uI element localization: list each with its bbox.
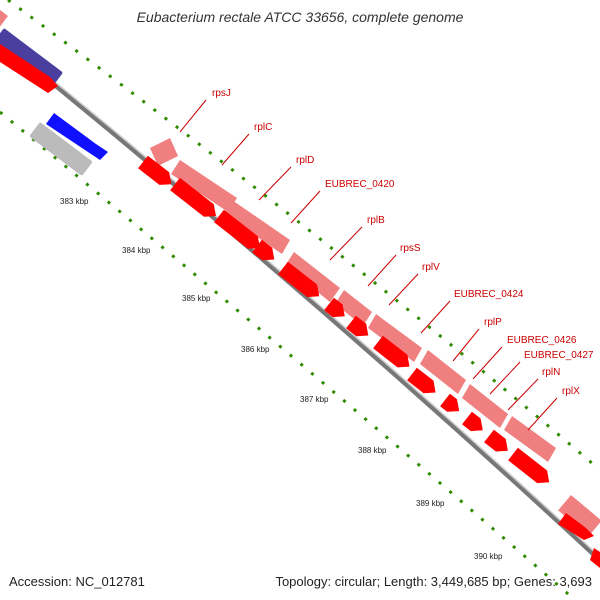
cds-arrow[interactable]	[508, 447, 550, 484]
gene-leader-line	[507, 378, 539, 411]
gene-label[interactable]: EUBREC_0424	[454, 289, 524, 300]
gene-bar[interactable]	[462, 384, 508, 428]
gene-leader-line	[179, 99, 207, 133]
cds-arrow[interactable]	[462, 411, 483, 432]
cds-arrow[interactable]	[440, 393, 460, 412]
gene-label[interactable]: rpsS	[400, 243, 421, 254]
gc-dotted-track-inner	[0, 110, 576, 600]
cds-arrow[interactable]	[484, 429, 508, 452]
gene-leader-line	[489, 361, 521, 395]
ruler-tick-label: 385 kbp	[182, 294, 211, 303]
cds-arrow[interactable]	[278, 261, 320, 298]
gene-bar[interactable]	[420, 350, 466, 394]
gene-label[interactable]: rplV	[422, 262, 440, 273]
gene-leader-line	[420, 300, 451, 334]
gene-leader-line	[472, 346, 503, 380]
cds-arrow-bottom-right[interactable]	[558, 513, 594, 540]
gene-label[interactable]: rplP	[484, 317, 502, 328]
cds-arrow-blue[interactable]	[46, 113, 108, 160]
ruler-tick-label: 390 kbp	[474, 552, 503, 561]
gene-leader-line	[388, 273, 419, 306]
cds-arrow-corner[interactable]	[590, 548, 600, 568]
cds-track	[138, 155, 550, 484]
gene-feature-gray[interactable]	[29, 122, 93, 176]
gene-label[interactable]: rplC	[254, 122, 272, 133]
ruler-tick-label: 387 kbp	[300, 395, 329, 404]
ruler-tick-label: 388 kbp	[358, 446, 387, 455]
position-ruler: 383 kbp 384 kbp 385 kbp 386 kbp 387 kbp 388 k…	[60, 197, 503, 561]
gene-bar[interactable]	[150, 138, 178, 166]
gene-label[interactable]: rplB	[367, 215, 385, 226]
gene-bar[interactable]	[285, 252, 340, 302]
gene-label[interactable]: EUBREC_0420	[325, 179, 395, 190]
cds-arrow[interactable]	[373, 335, 410, 368]
gene-feature-dark[interactable]	[0, 28, 63, 89]
cds-arrow[interactable]	[138, 155, 172, 185]
cds-arrow[interactable]	[407, 367, 436, 394]
gene-leader-line	[367, 254, 397, 287]
ruler-tick-label: 389 kbp	[416, 499, 445, 508]
accession-label: Accession: NC_012781	[9, 574, 145, 589]
gene-label[interactable]: rpsJ	[212, 88, 231, 99]
gene-leader-line	[329, 226, 363, 261]
genome-backbone	[0, 38, 600, 562]
gene-label[interactable]: EUBREC_0426	[507, 335, 577, 346]
ruler-tick-label: 384 kbp	[122, 246, 151, 255]
ruler-tick-label: 383 kbp	[60, 197, 89, 206]
gene-bar[interactable]	[335, 290, 372, 326]
cds-arrow[interactable]	[214, 209, 260, 249]
gene-leader-line	[258, 166, 292, 201]
gene-feature-pink-top[interactable]	[0, 3, 8, 28]
gene-feature-pink-bottom[interactable]	[558, 494, 600, 537]
gene-bar[interactable]	[171, 160, 237, 212]
cds-arrow[interactable]	[324, 297, 345, 318]
cds-arrow[interactable]	[170, 177, 216, 217]
gene-bar[interactable]	[224, 200, 290, 254]
genome-title: Eubacterium rectale ATCC 33656, complete…	[136, 9, 464, 25]
cds-arrow[interactable]	[346, 315, 369, 337]
gene-track-light	[150, 138, 556, 462]
gene-leader-line	[221, 133, 250, 166]
gene-leader-line	[527, 397, 558, 431]
ruler-tick-label: 386 kbp	[241, 345, 270, 354]
gene-leader-line	[452, 328, 480, 362]
cds-arrow-left-top[interactable]	[0, 44, 58, 93]
gene-label[interactable]: rplD	[296, 155, 314, 166]
genome-summary: Topology: circular; Length: 3,449,685 bp…	[275, 574, 592, 589]
gene-label[interactable]: rplN	[542, 367, 560, 378]
gene-leader-line	[290, 190, 321, 224]
gene-label[interactable]: rplX	[562, 386, 580, 397]
gene-label[interactable]: EUBREC_0427	[524, 350, 594, 361]
cds-arrow[interactable]	[252, 239, 275, 261]
gene-bar[interactable]	[504, 416, 556, 462]
gene-bar[interactable]	[368, 314, 422, 362]
